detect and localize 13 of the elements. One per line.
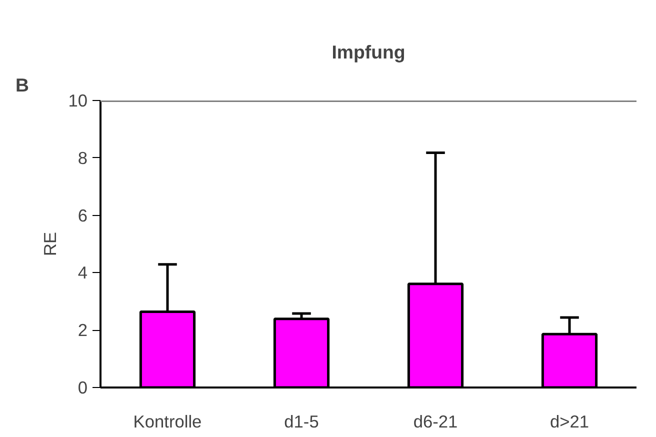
y-tick-label: 4 bbox=[78, 262, 88, 283]
x-tick-label: Kontrolle bbox=[133, 412, 202, 432]
y-tick-label: 8 bbox=[78, 148, 88, 168]
text: B bbox=[16, 74, 29, 96]
y-tick-label: 6 bbox=[78, 205, 88, 226]
y-tick-label: 2 bbox=[78, 320, 88, 340]
y-tick-label: 10 bbox=[68, 90, 88, 110]
x-tick-label: d1-5 bbox=[284, 412, 319, 432]
chart-title: Impfung bbox=[332, 42, 406, 62]
y-axis-title: RE bbox=[40, 232, 60, 256]
y-tick-label: 0 bbox=[78, 378, 88, 398]
x-tick-label: d>21 bbox=[550, 412, 590, 432]
x-tick-label: d6-21 bbox=[413, 412, 458, 432]
